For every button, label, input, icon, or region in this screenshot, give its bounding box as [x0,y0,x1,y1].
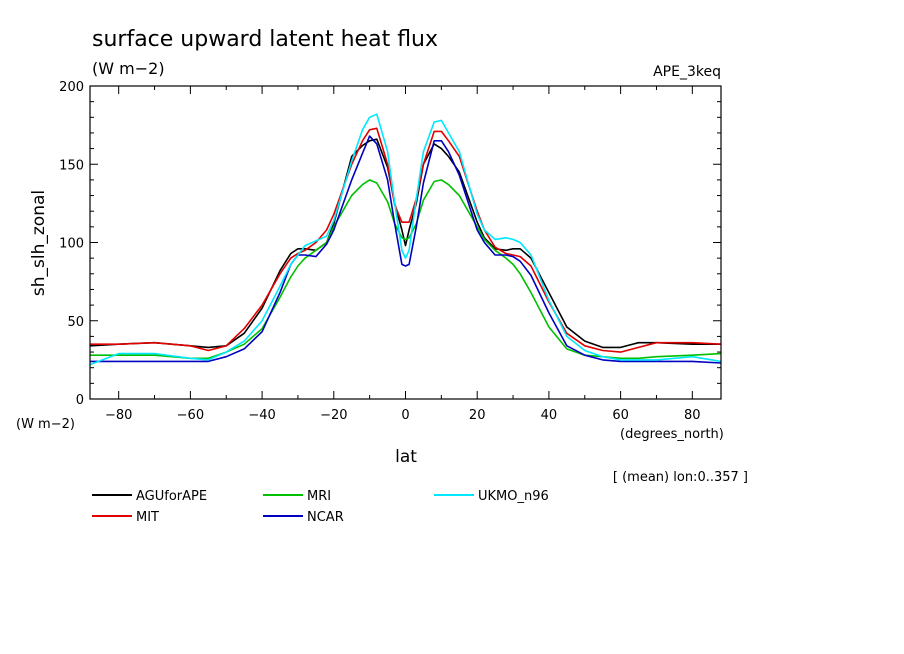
x-axis-label: lat [395,447,417,467]
x-tick-label: 40 [541,408,558,423]
legend-label: NCAR [307,510,344,525]
legend-item-mit: MIT [92,510,159,525]
x-tick-label: 0 [401,408,409,423]
x-tick-label: −40 [248,408,275,423]
y-tick-labels: 0 50 100 150 200 [59,80,84,408]
series-line-ncar [90,135,722,364]
legend-item-ncar: NCAR [263,510,344,525]
averaging-note: [ (mean) lon:0..357 ] [613,470,748,485]
legend-label: MRI [307,489,331,504]
legend-label: UKMO_n96 [478,489,549,504]
x-tick-label: −20 [320,408,347,423]
series-line-aguforape [89,138,721,349]
legend-item-ukmo-n96: UKMO_n96 [434,489,549,504]
legend-label: AGUforAPE [136,489,207,504]
dataset-label: APE_3keq [653,64,721,80]
y-tick-label: 150 [59,158,84,173]
y-tick-label: 100 [59,237,84,252]
legend-item-aguforape: AGUforAPE [92,489,207,504]
y-tick-label: 200 [59,80,84,95]
y-axis-label: sh_slh_zonal [29,190,49,296]
y-tick-label: 50 [67,315,84,330]
x-tick-label: 80 [684,408,701,423]
legend-item-mri: MRI [263,489,331,504]
series-line-mit [90,127,722,353]
x-tick-label: −60 [177,408,204,423]
x-tick-labels: −80 −60 −40 −20 0 20 40 60 80 [105,408,701,423]
x-axis-units: (degrees_north) [620,427,724,442]
x-tick-label: 20 [469,408,486,423]
chart-title: surface upward latent heat flux [92,27,438,52]
axis-ticks [90,85,721,400]
x-tick-label: 60 [612,408,629,423]
y-tick-label: 0 [76,393,84,408]
chart-units: (W m−2) [92,59,165,78]
legend: AGUforAPE MIT MRI NCAR UKMO_n96 [92,489,549,525]
series-line-ukmo-n96 [89,113,722,366]
plot-lines [89,113,722,366]
y-axis-units: (W m−2) [16,417,75,432]
legend-label: MIT [136,510,159,525]
series-line-mri [90,179,722,360]
x-tick-label: −80 [105,408,132,423]
